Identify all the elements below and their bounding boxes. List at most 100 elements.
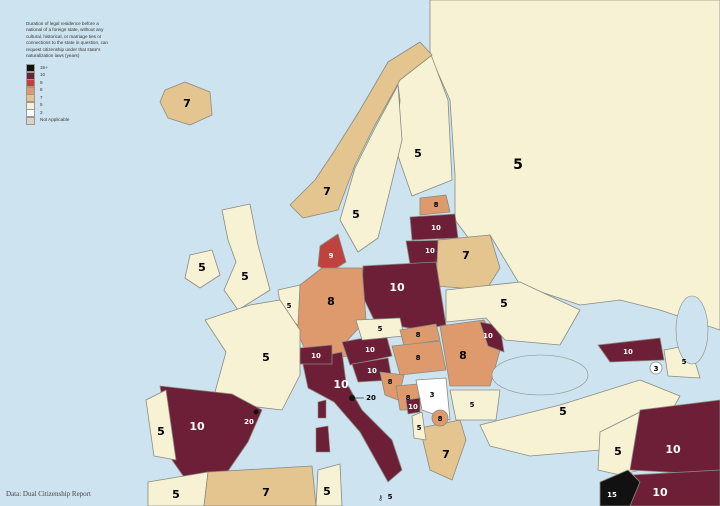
malta-label: 5: [388, 493, 393, 501]
region-label: 10: [652, 486, 668, 499]
region[interactable]: [419, 194, 451, 216]
legend-item: Not Applicable: [26, 116, 108, 125]
region-label: 5: [682, 358, 687, 366]
region-label: 3: [430, 391, 435, 399]
region-label: 10: [367, 367, 377, 375]
region-label: 10: [623, 348, 633, 356]
region-label: 9: [329, 252, 334, 260]
region-label: 8: [406, 394, 411, 402]
region-label: 7: [262, 486, 270, 499]
region[interactable]: [299, 344, 333, 365]
region[interactable]: [203, 465, 317, 506]
region-label: 5: [287, 302, 292, 310]
legend-title: Duration of legal residence before a nat…: [26, 21, 108, 59]
region[interactable]: [449, 389, 501, 421]
legend-label: 9: [40, 79, 43, 85]
region-label: 7: [183, 97, 191, 110]
legend-swatch: [26, 116, 35, 125]
region[interactable]: [411, 411, 427, 441]
region[interactable]: [184, 249, 221, 289]
region-label: 8: [327, 295, 335, 308]
source-note: Data: Dual Citizenship Report: [6, 490, 91, 498]
microstate-label: 20: [244, 418, 254, 426]
key-icon: ⚷: [378, 495, 383, 502]
region-label: 8: [416, 331, 421, 339]
region[interactable]: [159, 385, 263, 481]
region[interactable]: [301, 351, 403, 483]
region-label: 5: [414, 147, 422, 160]
region[interactable]: [399, 323, 441, 347]
region-label: 10: [483, 332, 493, 340]
black-sea: [491, 354, 589, 396]
legend: Duration of legal residence before a nat…: [26, 21, 108, 125]
region-label: 5: [241, 270, 249, 283]
legend-label: 8: [40, 87, 43, 93]
legend-label: 10: [40, 72, 46, 78]
region-label: 10: [431, 224, 441, 232]
region-label: 5: [614, 445, 622, 458]
region-label: 10: [408, 403, 418, 411]
microstate-dot: [253, 409, 259, 415]
region-label: 10: [189, 420, 205, 433]
region-label: 5: [513, 157, 523, 173]
region-label: 3: [654, 365, 659, 373]
region-label: 7: [323, 185, 331, 198]
region-label: 5: [198, 261, 206, 274]
region[interactable]: [597, 337, 665, 363]
region-label: 5: [157, 425, 165, 438]
region[interactable]: [429, 0, 720, 331]
region-label: 7: [442, 448, 450, 461]
region-label: 5: [559, 405, 567, 418]
region-label: 5: [323, 485, 331, 498]
legend-item: 7: [26, 94, 108, 103]
region[interactable]: [405, 397, 421, 415]
region-label: 5: [262, 351, 270, 364]
region-label: 10: [665, 443, 681, 456]
region[interactable]: [649, 361, 663, 375]
region-label: 8: [434, 201, 439, 209]
region-label: 15: [607, 491, 617, 499]
region-label: 5: [417, 424, 422, 432]
region-label: 10: [389, 281, 405, 294]
region-label: 8: [416, 354, 421, 362]
region[interactable]: [599, 469, 641, 506]
legend-item: 15+: [26, 64, 108, 73]
region-label: 8: [438, 415, 443, 423]
region-label: 8: [459, 349, 467, 362]
region-label: 10: [425, 247, 435, 255]
region-label: 5: [378, 325, 383, 333]
region-label: 5: [500, 297, 508, 310]
region[interactable]: [431, 409, 449, 427]
region-label: 8: [388, 378, 393, 386]
legend-label: 5: [40, 102, 43, 108]
region[interactable]: [339, 84, 403, 253]
region-label: 10: [333, 378, 349, 391]
region-label: 10: [365, 346, 375, 354]
region[interactable]: [435, 234, 501, 291]
region-label: 5: [172, 488, 180, 501]
legend-item: 8: [26, 86, 108, 95]
region[interactable]: [159, 81, 213, 126]
region[interactable]: [391, 340, 447, 376]
region-label: 10: [311, 352, 321, 360]
region[interactable]: [317, 233, 347, 273]
region[interactable]: [221, 203, 271, 311]
region-label: 5: [470, 401, 475, 409]
region[interactable]: [204, 299, 301, 411]
region[interactable]: [147, 471, 209, 506]
region[interactable]: [145, 389, 177, 461]
corsica: [317, 399, 327, 419]
region[interactable]: [419, 419, 467, 481]
caspian-sea: [675, 295, 709, 365]
region[interactable]: [445, 281, 581, 346]
region[interactable]: [629, 399, 720, 476]
legend-item: 9: [26, 79, 108, 88]
sardinia: [315, 425, 331, 453]
legend-label: Not Applicable: [40, 117, 70, 123]
region[interactable]: [289, 41, 433, 219]
region-label: 7: [462, 249, 470, 262]
legend-label: 3: [40, 109, 43, 115]
legend-item: 3: [26, 109, 108, 118]
region[interactable]: [315, 463, 343, 506]
